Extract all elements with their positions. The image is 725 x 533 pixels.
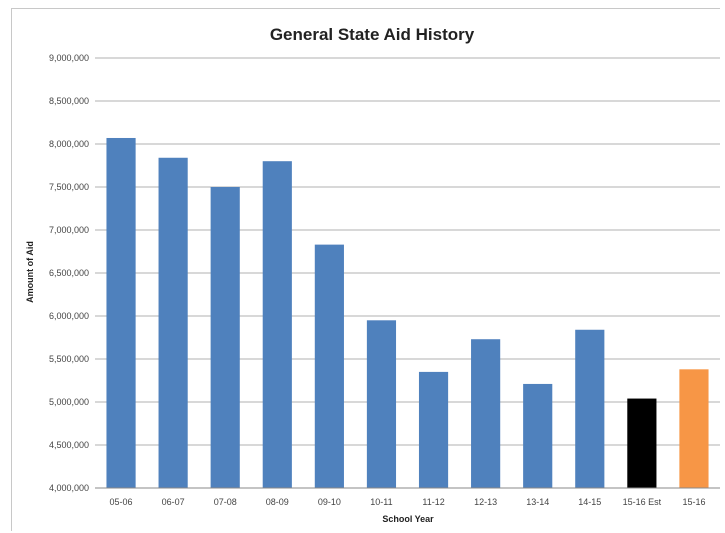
bars (106, 137, 709, 489)
gridlines (95, 57, 720, 489)
bar-15-16-est (627, 398, 657, 488)
x-tick-label: 10-11 (370, 497, 392, 507)
x-axis-ticks: 05-06 06-07 07-08 08-09 09-10 10-11 11-12 12-13… (110, 497, 706, 507)
bar-08-09 (262, 161, 292, 488)
x-tick-label: 09-10 (318, 497, 341, 507)
y-tick-label: 5,000,000 (49, 397, 89, 407)
x-tick-label: 08-09 (266, 497, 289, 507)
y-tick-label: 7,500,000 (49, 182, 89, 192)
y-tick-label: 4,500,000 (49, 440, 89, 450)
x-tick-label: 11-12 (422, 497, 444, 507)
y-axis-label: Amount of Aid (25, 241, 35, 303)
y-tick-label: 5,500,000 (49, 354, 89, 364)
bar-13-14 (523, 383, 553, 488)
y-tick-label: 7,000,000 (49, 225, 89, 235)
y-tick-label: 4,000,000 (49, 483, 89, 493)
x-axis-label: School Year (382, 514, 434, 524)
x-tick-label: 07-08 (214, 497, 237, 507)
bar-10-11 (366, 320, 397, 488)
bar-05-06 (106, 137, 136, 489)
bar-07-08 (210, 187, 240, 488)
x-tick-label: 06-07 (162, 497, 185, 507)
x-tick-label: 13-14 (526, 497, 549, 507)
chart-title: General State Aid History (270, 25, 475, 44)
y-tick-label: 8,000,000 (49, 139, 89, 149)
x-tick-label: 14-15 (578, 497, 601, 507)
x-tick-label: 12-13 (474, 497, 497, 507)
bar-15-16 (679, 369, 709, 488)
bar-09-10 (314, 244, 344, 488)
y-tick-label: 8,500,000 (49, 96, 89, 106)
x-tick-label: 15-16 Est (623, 497, 662, 507)
y-tick-label: 6,000,000 (49, 311, 89, 321)
y-axis-ticks: 4,000,000 4,500,000 5,000,000 5,500,000 6,00… (49, 53, 89, 493)
bar-11-12 (418, 371, 449, 488)
x-tick-label: 05-06 (110, 497, 133, 507)
bar-14-15 (575, 329, 605, 488)
y-tick-label: 9,000,000 (49, 53, 89, 63)
bar-06-07 (158, 157, 188, 488)
y-tick-label: 6,500,000 (49, 268, 89, 278)
x-tick-label: 15-16 (682, 497, 705, 507)
bar-12-13 (471, 339, 501, 488)
